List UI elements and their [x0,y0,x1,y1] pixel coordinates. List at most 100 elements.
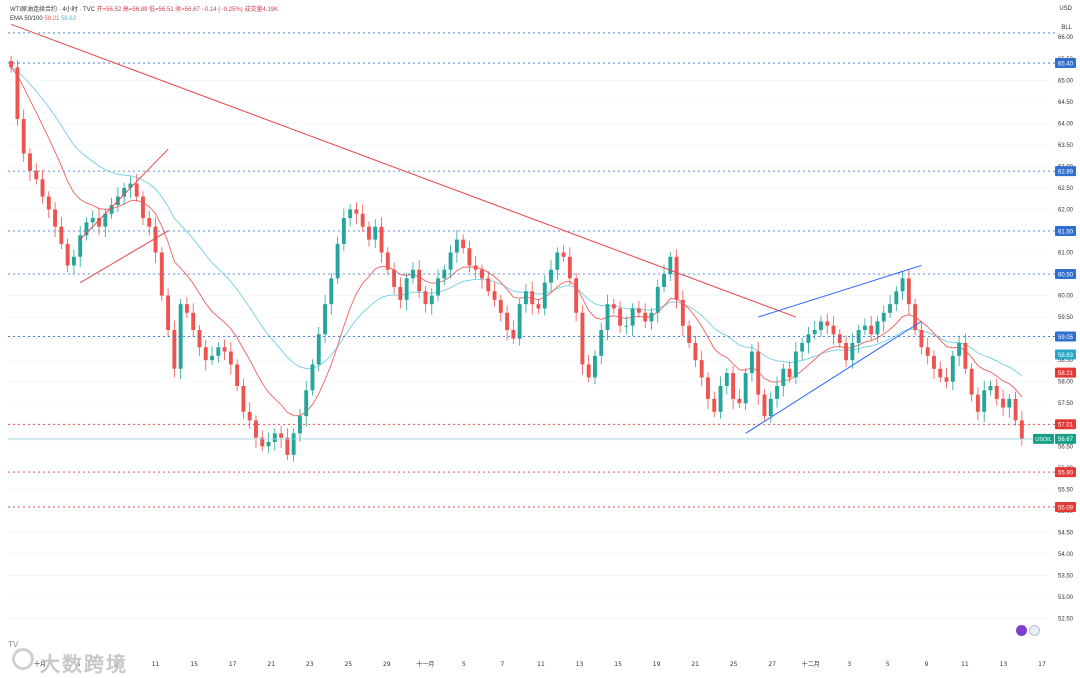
level-tag-bg [1055,269,1076,280]
x-tick-label: 11 [537,661,545,668]
candle-body [605,304,610,330]
candle [643,303,648,329]
candle-body [862,325,867,330]
legend-ema-row[interactable]: EMA 50/100 58.21 58.63 [10,15,278,24]
candle [561,245,566,262]
candle-body [536,304,541,309]
watermark: 大数跨境 [40,652,128,676]
y-tick-label: 54.50 [1058,530,1074,536]
y-tick-label: 58.50 [1058,358,1074,364]
candle [141,191,145,225]
candle [693,335,698,368]
candle [586,354,591,383]
candle [385,247,390,275]
settings-badge[interactable] [1016,625,1040,637]
candle-body [963,342,968,369]
x-tick-label: 21 [691,661,699,668]
level-tag: 61.50 [1055,225,1076,236]
candle-body [228,351,233,365]
candle [957,335,962,367]
candle [235,359,240,392]
candle-body [385,252,390,270]
candle-body [982,390,987,412]
candle-body [134,183,139,197]
candle [454,230,459,263]
candle [423,286,428,313]
y-tick-label: 59.50 [1058,315,1074,321]
candle [674,249,679,309]
candle-body [260,437,265,447]
candle [869,316,874,342]
candle-body [354,209,359,214]
candle [222,339,227,361]
candle-body [724,373,729,386]
candle-body [687,325,692,343]
candle-body [768,398,773,417]
candle [731,365,736,410]
x-tick-label: 9 [115,661,119,668]
candle [310,359,315,396]
candle-body [618,308,623,326]
candle [34,163,39,185]
candle-body [756,351,761,395]
candle-body [1007,398,1012,408]
y-tick-label: 66.00 [1058,35,1074,41]
candle [844,335,849,368]
level-tag-bg [1055,58,1076,69]
x-tick-label: 29 [383,661,391,668]
candle-body [304,390,309,417]
level-tag-label: 57.01 [1058,423,1074,429]
candle-body [360,213,365,227]
candle-body [680,299,685,326]
candle [279,426,284,448]
candle [888,294,892,318]
candle-body [599,330,604,356]
x-tick-label: 13 [1000,661,1008,668]
level-tag: 55.09 [1055,501,1076,512]
candle-body [461,239,466,249]
candle [975,387,980,421]
candle [605,294,610,341]
candle [260,430,265,452]
candle [806,326,811,354]
level-tag-bg [1055,166,1076,177]
candle-body [480,269,484,279]
candle-body [561,252,566,257]
candle-body [580,312,585,365]
candle-body [122,187,127,197]
candle [800,337,805,361]
price-axis: 66.0065.5065.0064.5064.0063.5063.0062.50… [1058,35,1074,622]
candle [756,342,761,405]
rising-wedge-upper-dec [758,264,922,318]
candle [567,247,572,286]
tradingview-logo[interactable]: TV [8,640,19,649]
level-tag-bg [1055,331,1076,342]
candle [932,350,936,380]
candle-body [567,256,572,279]
candle-body [636,308,641,313]
candle-body [448,252,453,270]
candle-body [1001,398,1005,408]
x-tick-label: 3 [847,661,851,668]
candle-body [555,252,560,270]
legend-ohlc: 开=56.52 高=56.89 低=56.51 收=56.67 −0.14 (−… [96,7,279,13]
level-tag: 60.50 [1055,269,1076,280]
candle-body [800,342,805,352]
candle [247,402,252,430]
candle [994,378,999,406]
candle [649,307,654,330]
level-tag-bg [1055,467,1076,478]
watermark-icon [12,648,34,670]
candle-body [806,334,811,343]
candle-body [950,355,955,382]
candle-body [34,170,39,180]
candle-body [71,256,76,266]
legend-symbol-row: WTI原油连续合约 · 4小时 · TVC 开=56.52 高=56.89 低=… [10,6,278,15]
candle-body [203,347,208,361]
candle [166,288,171,337]
candle [228,342,233,375]
candle-body [9,60,14,68]
candle-body [969,368,974,395]
candle [21,109,26,163]
